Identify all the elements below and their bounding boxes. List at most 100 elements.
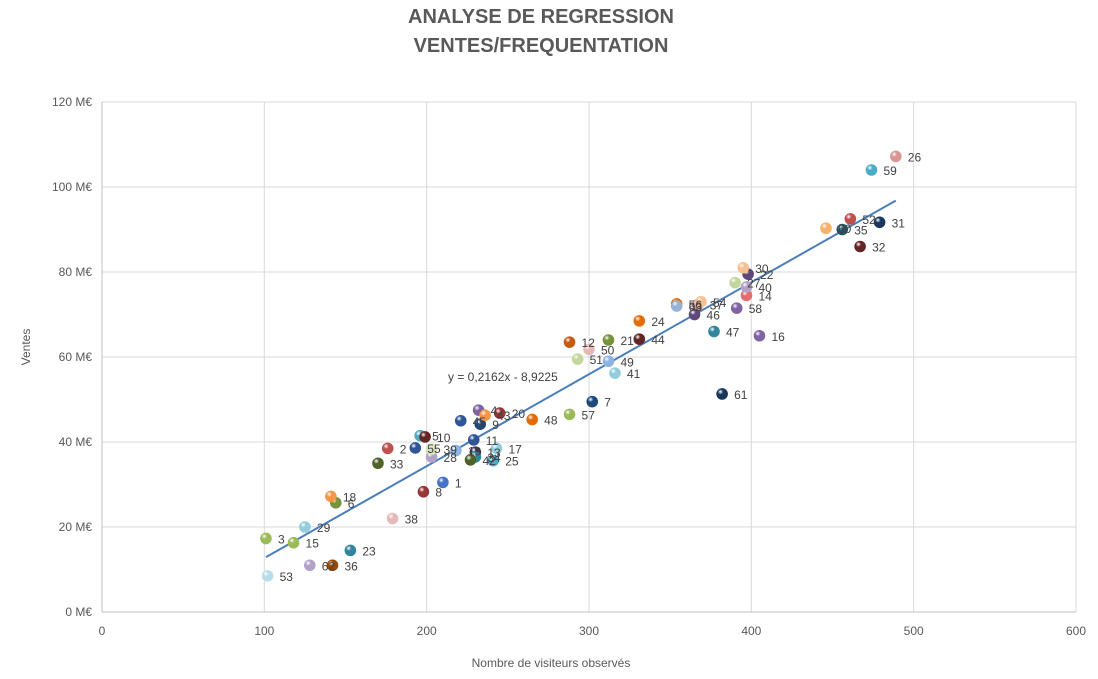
data-point-31 bbox=[873, 216, 886, 229]
data-point-18 bbox=[325, 490, 337, 503]
data-label-29: 29 bbox=[317, 521, 331, 535]
data-label-41: 41 bbox=[627, 367, 641, 381]
data-label-58: 58 bbox=[749, 302, 763, 316]
y-tick-label: 100 M€ bbox=[52, 180, 92, 194]
data-point-30 bbox=[737, 261, 750, 274]
x-tick-label: 600 bbox=[1066, 624, 1086, 638]
y-axis-title: Ventes bbox=[19, 329, 33, 366]
data-label-34: 34 bbox=[487, 451, 501, 465]
y-tick-label: 0 M€ bbox=[65, 605, 92, 619]
data-label-63: 63 bbox=[689, 300, 703, 314]
data-point-32 bbox=[854, 240, 866, 253]
data-label-16: 16 bbox=[771, 330, 785, 344]
x-axis-title: Nombre de visiteurs observés bbox=[472, 656, 631, 670]
data-point-47 bbox=[708, 325, 720, 338]
data-label-14: 14 bbox=[758, 289, 772, 303]
data-label-11: 11 bbox=[486, 434, 499, 448]
data-point-11 bbox=[467, 434, 480, 446]
data-label-62: 62 bbox=[322, 559, 336, 573]
data-point-43 bbox=[479, 409, 491, 422]
data-label-28: 28 bbox=[444, 451, 458, 465]
data-point-59 bbox=[865, 164, 878, 176]
data-label-6: 6 bbox=[348, 497, 355, 511]
data-label-4: 4 bbox=[491, 404, 498, 418]
chart-title-line-1: ANALYSE DE REGRESSION bbox=[408, 6, 674, 28]
data-point-15 bbox=[287, 536, 300, 549]
data-point-24 bbox=[633, 315, 646, 327]
data-point-62 bbox=[303, 559, 316, 572]
data-point-1 bbox=[437, 476, 449, 489]
data-label-44: 44 bbox=[651, 333, 665, 347]
data-label-57: 57 bbox=[582, 408, 596, 422]
data-label-10: 10 bbox=[437, 431, 451, 445]
data-label-55: 55 bbox=[427, 442, 441, 456]
data-label-35: 35 bbox=[854, 224, 868, 238]
y-tick-label: 60 M€ bbox=[59, 350, 93, 364]
data-label-18: 18 bbox=[343, 490, 357, 504]
data-point-51 bbox=[571, 353, 584, 365]
x-tick-label: 200 bbox=[417, 624, 437, 638]
data-label-25: 25 bbox=[505, 455, 519, 469]
data-label-32: 32 bbox=[872, 241, 886, 255]
data-point-33 bbox=[372, 457, 384, 470]
data-point-61 bbox=[716, 388, 728, 400]
data-point-25 bbox=[487, 454, 500, 467]
data-point-17 bbox=[490, 442, 503, 455]
data-point-55 bbox=[409, 442, 422, 454]
data-label-56: 56 bbox=[689, 298, 703, 312]
data-point-38 bbox=[386, 512, 399, 525]
trendline-group bbox=[265, 199, 897, 558]
data-point-23 bbox=[344, 544, 357, 557]
data-point-2 bbox=[381, 442, 394, 455]
data-label-50: 50 bbox=[601, 343, 615, 357]
y-tick-label: 80 M€ bbox=[59, 265, 93, 279]
data-point-49 bbox=[602, 355, 615, 368]
data-point-57 bbox=[563, 408, 576, 421]
data-label-26: 26 bbox=[908, 150, 922, 164]
data-label-42: 42 bbox=[482, 454, 496, 468]
data-point-63 bbox=[670, 300, 683, 312]
data-label-51: 51 bbox=[590, 353, 604, 367]
data-label-54: 54 bbox=[713, 296, 727, 310]
data-point-16 bbox=[753, 329, 766, 342]
data-point-36 bbox=[326, 559, 339, 572]
data-label-1: 1 bbox=[455, 476, 462, 490]
data-label-49: 49 bbox=[620, 355, 634, 369]
x-tick-label: 0 bbox=[99, 624, 106, 638]
data-point-19 bbox=[450, 444, 462, 457]
data-label-47: 47 bbox=[726, 326, 740, 340]
data-point-35 bbox=[836, 223, 849, 236]
x-tick-label: 300 bbox=[579, 624, 599, 638]
chart-title: ANALYSE DE REGRESSION VENTES/FREQUENTATI… bbox=[408, 6, 674, 57]
data-point-20 bbox=[493, 407, 506, 419]
data-point-42 bbox=[464, 454, 477, 466]
chart-title-line-2: VENTES/FREQUENTATION bbox=[414, 35, 669, 57]
data-label-30: 30 bbox=[755, 262, 769, 276]
data-label-31: 31 bbox=[892, 216, 906, 230]
data-point-21 bbox=[602, 334, 615, 346]
trendline bbox=[265, 199, 897, 558]
axes: 0 M€ 20 M€ 40 M€ 60 M€ 80 M€ 100 M€ 120 M€ 0 100… bbox=[52, 95, 1086, 638]
y-tick-label: 120 M€ bbox=[52, 95, 92, 109]
data-label-48: 48 bbox=[544, 413, 558, 427]
data-point-48 bbox=[526, 413, 538, 426]
data-label-13: 13 bbox=[487, 446, 501, 460]
data-point-60 bbox=[820, 222, 832, 235]
data-label-40: 40 bbox=[758, 281, 772, 295]
data-label-15: 15 bbox=[306, 537, 320, 551]
data-point-41 bbox=[609, 367, 621, 379]
data-point-26 bbox=[890, 150, 902, 163]
data-label-8: 8 bbox=[435, 486, 442, 500]
data-points bbox=[260, 150, 902, 582]
x-tick-label: 400 bbox=[741, 624, 761, 638]
x-tick-label: 100 bbox=[254, 624, 274, 638]
data-point-52 bbox=[844, 213, 857, 225]
y-tick-label: 20 M€ bbox=[59, 520, 93, 534]
data-point-50 bbox=[583, 343, 595, 356]
data-point-44 bbox=[633, 333, 646, 345]
data-label-17: 17 bbox=[508, 442, 522, 456]
data-label-61: 61 bbox=[734, 388, 748, 402]
data-label-27: 27 bbox=[747, 277, 761, 291]
